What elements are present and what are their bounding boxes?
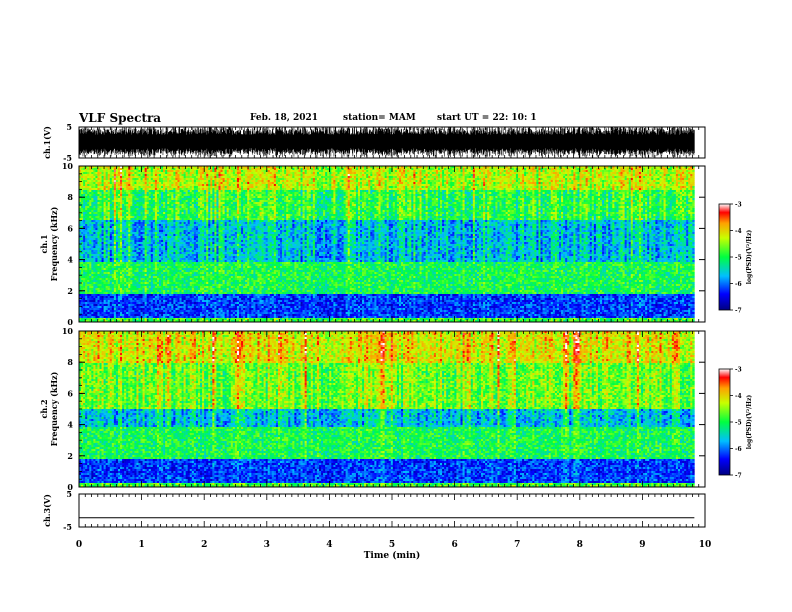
ch2-colorbar-tick-label: -5 — [735, 420, 742, 427]
ch1-ylabel-frequency: Frequency (kHz) — [49, 206, 59, 281]
ch1-ytick-label: 8 — [67, 192, 73, 202]
xtick-label: 8 — [577, 540, 583, 550]
ch1-colorbar — [719, 204, 730, 310]
ch1-spectrogram-cells — [79, 166, 695, 322]
ch1-ytick-label: 10 — [62, 161, 74, 171]
ch1-colorbar-tick-label: -6 — [735, 281, 742, 288]
ch2-ylabel-frequency: Frequency (kHz) — [49, 371, 59, 446]
ch2-colorbar-tick-label: -7 — [735, 473, 742, 480]
ch2-ytick-label: 6 — [67, 388, 73, 398]
ch1-ytick-label: 2 — [67, 286, 73, 296]
ch2-ylabel-channel: ch.2 — [39, 399, 49, 418]
ch1-colorbar-tick-label: -7 — [735, 308, 742, 315]
ch1-colorbar-tick-label: -5 — [735, 255, 742, 262]
ch1-ylabel-channel: ch.1 — [39, 234, 49, 253]
xtick-label: 10 — [699, 540, 712, 550]
xaxis-label: Time (min) — [364, 550, 421, 561]
ch2-colorbar-tick-label: -6 — [735, 446, 742, 453]
xtick-label: 5 — [389, 540, 395, 550]
ch1-ytick-label: 5 — [66, 122, 72, 132]
ch2-spectrogram-cells — [79, 331, 695, 487]
xtick-label: 1 — [138, 540, 144, 550]
ch1-colorbar-tick-label: -4 — [735, 228, 742, 235]
xtick-label: 0 — [76, 540, 82, 550]
ch1-colorbar-tick-label: -3 — [735, 202, 742, 209]
xtick-label: 3 — [264, 540, 270, 550]
ch1-ylabel: ch.1(V) — [42, 126, 52, 159]
ch1-ytick-label: 4 — [67, 255, 73, 265]
ch3-ytick-label: 5 — [66, 489, 72, 499]
ch2-ytick-label: 8 — [67, 357, 73, 367]
xtick-label: 2 — [201, 540, 207, 550]
ch3-ytick-label: -5 — [63, 522, 72, 532]
ch2-ytick-label: 4 — [67, 420, 73, 430]
xtick-label: 9 — [639, 540, 645, 550]
ch1-colorbar-label: log(PSD)(V²/Hz) — [746, 230, 753, 285]
ch2-colorbar-tick-label: -4 — [735, 393, 742, 400]
ch1-ytick-label: 6 — [67, 223, 73, 233]
xtick-label: 6 — [451, 540, 457, 550]
ch2-colorbar-label: log(PSD)(V²/Hz) — [746, 395, 753, 450]
ch3-ylabel: ch.3(V) — [42, 494, 52, 527]
xtick-label: 4 — [326, 540, 332, 550]
xtick-label: 7 — [514, 540, 520, 550]
ch2-colorbar — [719, 369, 730, 475]
ch2-colorbar-tick-label: -3 — [735, 367, 742, 374]
ch2-ytick-label: 2 — [67, 451, 73, 461]
ch2-ytick-label: 10 — [62, 326, 74, 336]
